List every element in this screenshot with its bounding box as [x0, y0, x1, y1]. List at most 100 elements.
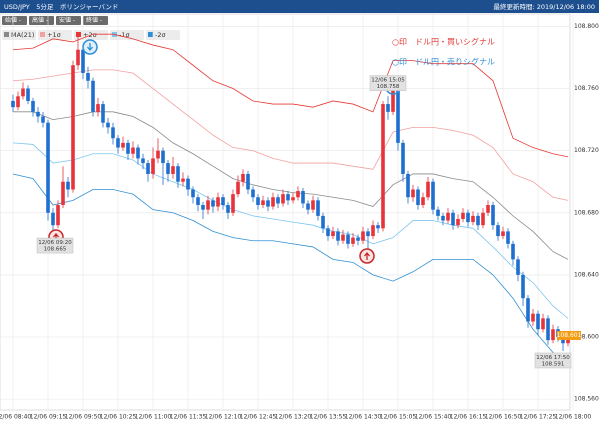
- callout-price: 108.758: [377, 84, 400, 90]
- candle-body: [366, 231, 370, 237]
- candle-body: [456, 218, 460, 226]
- dropdown[interactable]: [2, 16, 27, 25]
- candle-body: [71, 65, 75, 190]
- candle-body: [491, 205, 495, 226]
- y-tick-label: 108.680: [574, 209, 599, 216]
- grid: 108.800 108.760 108.720 108.680 108.640 108.6…: [0, 14, 599, 421]
- legend-toggle[interactable]: [38, 30, 72, 40]
- legend-label: -2σ: [155, 31, 166, 39]
- candle-body: [46, 122, 50, 213]
- x-tick-label: 12/06 09:15: [30, 414, 67, 421]
- candle-body: [76, 49, 80, 66]
- candle-body: [561, 337, 565, 344]
- candle-body: [466, 212, 470, 223]
- legend-label: -1σ: [119, 31, 130, 39]
- candle-body: [521, 274, 525, 299]
- candle-body: [481, 212, 485, 226]
- candle-body: [551, 329, 555, 341]
- candle-body: [236, 181, 240, 195]
- candle-body: [181, 178, 185, 182]
- candle-body: [416, 189, 420, 206]
- candle-body: [216, 197, 220, 207]
- legend-label: +1σ: [47, 31, 61, 39]
- signal-icons: [48, 39, 401, 264]
- x-tick-label: 12/06 13:55: [310, 414, 347, 421]
- dropdown[interactable]: [56, 16, 81, 25]
- legend-toggle[interactable]: [2, 30, 36, 40]
- candle-body: [186, 178, 190, 190]
- candle-body: [21, 88, 25, 97]
- candle-body: [161, 150, 165, 164]
- candle-body: [371, 225, 375, 237]
- candle-body: [241, 173, 245, 182]
- dropdown-label: 高値 -: [32, 16, 48, 24]
- candle-body: [396, 88, 400, 143]
- candle-body: [101, 104, 105, 123]
- candle-body: [41, 116, 45, 123]
- candle-body: [536, 313, 540, 330]
- candle-body: [301, 191, 305, 204]
- candle-body: [506, 231, 510, 244]
- legend-swatch: [76, 32, 81, 37]
- x-tick-label: 12/06 16:50: [485, 414, 522, 421]
- candle-body: [526, 298, 530, 322]
- legend-swatch: [4, 32, 9, 37]
- candle-body: [431, 181, 435, 210]
- y-tick-label: 108.600: [574, 334, 599, 341]
- y-tick-label: 108.800: [574, 23, 599, 30]
- candle-body: [316, 200, 320, 216]
- candle-body: [441, 215, 445, 221]
- candle-body: [51, 212, 55, 226]
- candle-body: [126, 142, 130, 154]
- callout-time: 12/06 09:20: [38, 240, 72, 246]
- legend-toggle[interactable]: [146, 30, 180, 40]
- candle-body: [11, 100, 15, 108]
- header: USD/JPY 5分足 ボリンジャーバンド 最終更新時間: 2019/12/06…: [0, 0, 599, 13]
- candle-body: [296, 191, 300, 198]
- header-bar: [0, 0, 599, 13]
- x-tick-label: 12/06 12:10: [205, 414, 242, 421]
- x-tick-label: 12/06 17:25: [520, 414, 557, 421]
- candle-body: [61, 181, 65, 206]
- x-tick-label: 12/06 18:00: [555, 414, 592, 421]
- candle-body: [201, 205, 205, 210]
- controls: 始値 - 高値 - 安値 - 終値 -: [2, 16, 108, 25]
- callout-time: 12/06 15:05: [371, 78, 405, 84]
- candle-body: [96, 104, 100, 112]
- candle-body: [531, 313, 535, 322]
- candle-body: [151, 158, 155, 174]
- legend-toggle[interactable]: [110, 30, 144, 40]
- y-tick-label: 108.720: [574, 147, 599, 154]
- buy-signal-note: ○印 ドル円・買いシグナル: [392, 37, 495, 47]
- candle-body: [361, 231, 365, 241]
- x-tick-label: 12/06 11:00: [135, 414, 172, 421]
- header-updated: 最終更新時間: 2019/12/06 18:00: [493, 2, 595, 11]
- candle-body: [406, 173, 410, 198]
- candle-body: [436, 209, 440, 216]
- candle-body: [376, 225, 380, 229]
- legend-label: MA(21): [11, 31, 34, 39]
- candle-body: [86, 73, 90, 81]
- price-callout: [36, 237, 74, 254]
- candle-body: [121, 142, 125, 148]
- candle-body: [446, 212, 450, 221]
- callout-price: 108.665: [44, 247, 67, 253]
- candle-body: [211, 200, 215, 207]
- candle-body: [156, 150, 160, 159]
- dropdown[interactable]: [83, 16, 108, 25]
- callout-time: 12/06 17:50: [536, 355, 570, 361]
- candle-body: [231, 194, 235, 213]
- candle-body: [116, 138, 120, 148]
- candle-body: [81, 49, 85, 74]
- plot-frame: [0, 13, 571, 411]
- candle-body: [496, 225, 500, 237]
- band-line: [12, 33, 569, 158]
- x-tick-label: 12/06 12:45: [240, 414, 277, 421]
- candle-body: [56, 205, 60, 226]
- sell-signal-note: ○印 ドル円・売りシグナル: [392, 57, 495, 67]
- candle-body: [171, 166, 175, 174]
- candle-body: [331, 231, 335, 237]
- candle-body: [336, 231, 340, 241]
- candle-body: [356, 237, 360, 241]
